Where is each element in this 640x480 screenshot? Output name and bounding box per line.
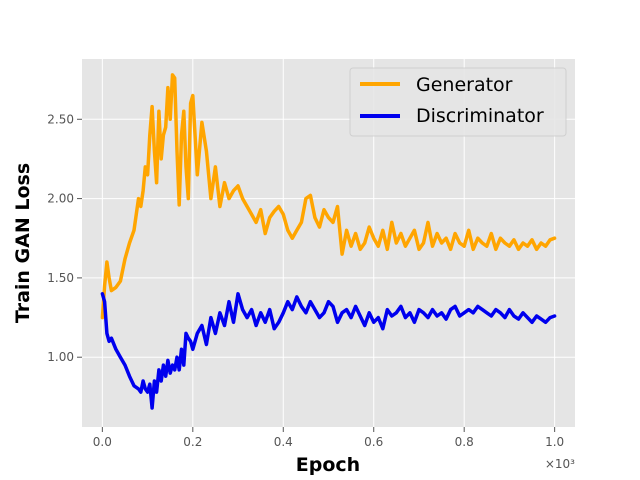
legend-box	[349, 67, 567, 137]
legend: Generator Discriminator	[349, 67, 567, 137]
x-tick-label: 0.8	[455, 435, 474, 449]
x-tick-label: 1.0	[545, 435, 564, 449]
y-tick-label: 2.00	[47, 192, 74, 206]
legend-discriminator-label: Discriminator	[416, 105, 544, 127]
x-axis-ticks: 0.0 0.2 0.4 0.6 0.8 1.0	[93, 427, 564, 449]
x-axis-offset-label: ×10³	[545, 457, 575, 471]
discriminator-line	[100, 292, 557, 410]
y-tick-label: 1.50	[47, 271, 74, 285]
x-tick-label: 0.0	[93, 435, 112, 449]
y-tick-label: 2.50	[47, 112, 74, 126]
legend-generator-label: Generator	[416, 74, 513, 96]
y-tick-label: 1.00	[47, 350, 74, 364]
y-axis-ticks: 1.00 1.50 2.00 2.50	[47, 112, 82, 364]
x-tick-label: 0.4	[274, 435, 293, 449]
x-tick-label: 0.6	[364, 435, 383, 449]
x-axis-label: Epoch	[296, 454, 360, 476]
x-tick-label: 0.2	[183, 435, 202, 449]
series-lines	[100, 73, 557, 410]
y-axis-label: Train GAN Loss	[12, 163, 34, 323]
generator-line	[100, 73, 557, 320]
